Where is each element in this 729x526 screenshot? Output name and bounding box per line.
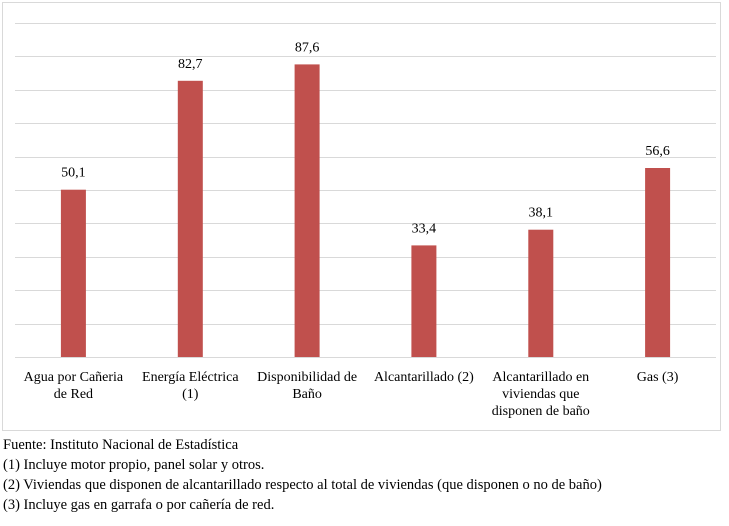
- category-label: Agua por Cañeria de Red: [24, 370, 124, 402]
- footnote-1: (1) Incluye motor propio, panel solar y …: [3, 457, 265, 473]
- data-label: 38,1: [529, 206, 554, 221]
- bar: [528, 229, 554, 357]
- chart-frame: 50,1 Agua por Cañeria de Red 82,7 Energía El…: [2, 2, 721, 431]
- category-label: Alcantarillado en viviendas que disponen d…: [492, 370, 590, 419]
- bar: [411, 245, 437, 357]
- category-label: Energía Eléctrica (1): [142, 370, 239, 402]
- bar: [60, 189, 86, 357]
- category-label-line: (1): [182, 387, 199, 402]
- category-label-line: Energía Eléctrica: [142, 370, 239, 385]
- data-label: 56,6: [645, 144, 670, 159]
- category-label: Disponibilidad de Baño: [257, 370, 357, 402]
- bar: [177, 80, 203, 358]
- bar: [294, 64, 320, 358]
- category-label-line: Agua por Cañeria: [24, 370, 124, 385]
- bar-chart: 50,1 Agua por Cañeria de Red 82,7 Energía El…: [15, 23, 716, 419]
- category-label-line: Disponibilidad de: [257, 370, 357, 385]
- data-label: 87,6: [295, 40, 320, 55]
- category-label: Alcantarillado (2): [374, 370, 474, 385]
- source-note: Fuente: Instituto Nacional de Estadístic…: [3, 437, 239, 453]
- category-label-line: Baño: [292, 387, 322, 402]
- footnotes: Fuente: Instituto Nacional de Estadístic…: [3, 435, 727, 515]
- data-label: 50,1: [61, 166, 86, 181]
- category-label-line: Alcantarillado en: [492, 370, 589, 385]
- footnote-2: (2) Viviendas que disponen de alcantaril…: [3, 477, 602, 493]
- data-label: 33,4: [412, 221, 437, 236]
- category-label-line: disponen de baño: [492, 404, 590, 419]
- category-label-line: viviendas que: [502, 387, 579, 402]
- category-label-line: Alcantarillado (2): [374, 370, 474, 385]
- category-label-line: de Red: [54, 387, 93, 402]
- bar: [645, 168, 671, 357]
- data-label: 82,7: [178, 57, 203, 72]
- category-label-line: Gas (3): [637, 370, 679, 385]
- category-label: Gas (3): [637, 370, 679, 385]
- footnote-3: (3) Incluye gas en garrafa o por cañería…: [3, 497, 275, 513]
